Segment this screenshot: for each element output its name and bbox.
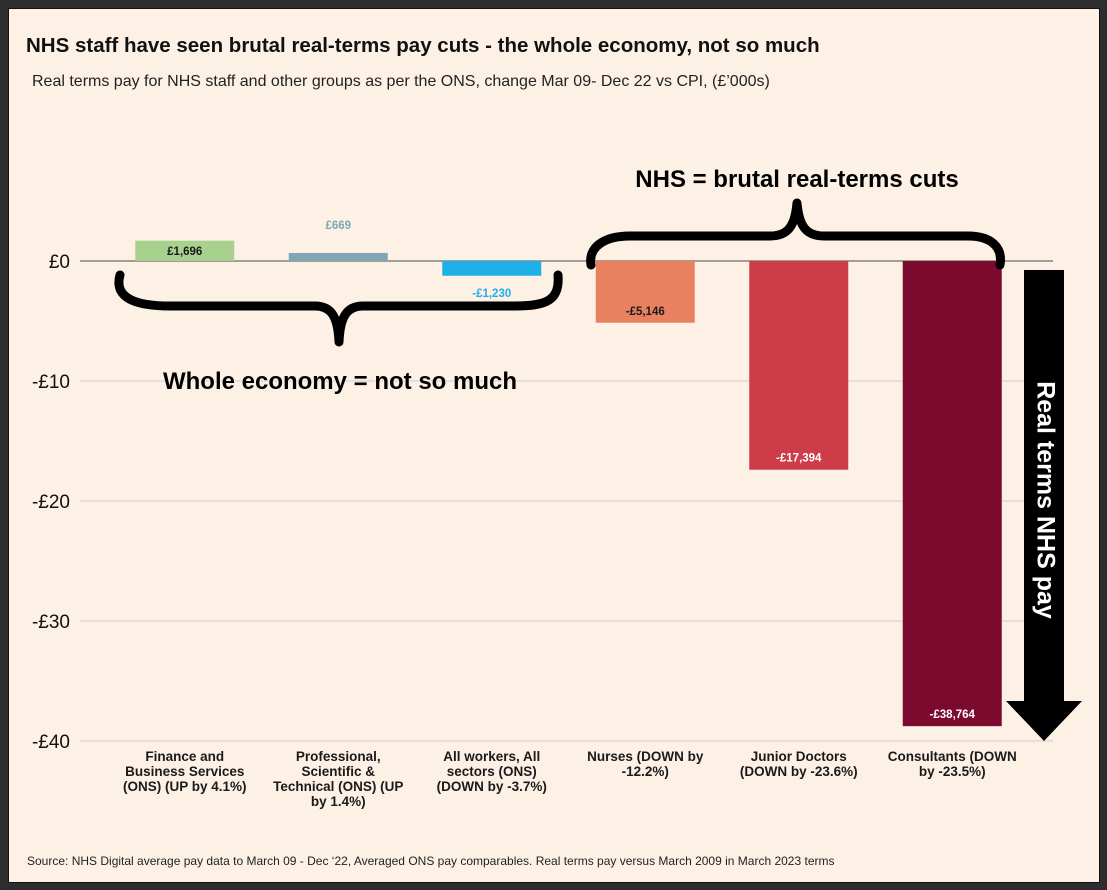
- data-label: -£1,230: [472, 288, 511, 300]
- bar: [288, 252, 388, 261]
- bars: [135, 240, 1002, 727]
- y-tick-label: -£30: [32, 612, 70, 633]
- category-label: All workers, All sectors (ONS) (DOWN by -3…: [437, 749, 547, 794]
- y-tick-label: £0: [49, 252, 70, 273]
- category-label-line: All workers, All: [443, 749, 540, 764]
- category-label: Consultants (DOWN by -23.5%): [888, 749, 1017, 779]
- category-label-line: sectors (ONS): [447, 764, 537, 779]
- bar: [902, 261, 1002, 727]
- category-label: Finance and Business Services (ONS) (UP by…: [123, 749, 247, 794]
- bar: [595, 261, 695, 323]
- data-label: -£5,146: [626, 306, 665, 318]
- y-axis: £0 -£10 -£20 -£30 -£40: [32, 252, 70, 753]
- data-label: £1,696: [167, 246, 202, 258]
- category-label-line: (DOWN by -23.6%): [740, 764, 858, 779]
- arrow-annotation: Real terms NHS pay: [1031, 381, 1059, 619]
- data-label: -£17,394: [776, 453, 822, 465]
- y-tick-label: -£10: [32, 372, 70, 393]
- nhs-annotation: NHS = brutal real-terms cuts: [635, 166, 958, 193]
- y-tick-label: -£20: [32, 492, 70, 513]
- category-label-line: Finance and: [145, 749, 224, 764]
- category-label: Nurses (DOWN by -12.2%): [587, 749, 704, 779]
- category-label-line: Business Services: [125, 764, 244, 779]
- category-label-line: (DOWN by -3.7%): [437, 779, 547, 794]
- category-label-line: Nurses (DOWN by: [587, 749, 704, 764]
- data-label: -£38,764: [930, 709, 976, 721]
- chart-subtitle: Real terms pay for NHS staff and other g…: [32, 73, 770, 90]
- nhs-brace-icon: [586, 198, 1005, 270]
- down-arrow-icon: [1006, 270, 1082, 741]
- category-label-line: Consultants (DOWN: [888, 749, 1017, 764]
- bar: [749, 261, 849, 470]
- economy-annotation: Whole economy = not so much: [163, 368, 517, 395]
- economy-brace-icon: [114, 270, 563, 347]
- category-label-line: -12.2%): [622, 764, 669, 779]
- source-note: Source: NHS Digital average pay data to …: [27, 854, 835, 868]
- y-tick-label: -£40: [32, 732, 70, 753]
- data-label: £669: [325, 220, 351, 232]
- category-label: Professional, Scientific & Technical (ONS)…: [273, 749, 403, 809]
- category-label-line: Junior Doctors: [751, 749, 847, 764]
- category-label-line: Scientific &: [301, 764, 375, 779]
- x-axis: Finance and Business Services (ONS) (UP by…: [123, 749, 1017, 809]
- category-label-line: Professional,: [296, 749, 381, 764]
- data-labels: £1,696 £669 -£1,230 -£5,146 -£17,394 -£38,764: [167, 220, 975, 721]
- bar: [135, 240, 235, 261]
- bar: [442, 261, 542, 276]
- category-label: Junior Doctors (DOWN by -23.6%): [740, 749, 858, 779]
- category-label-line: by 1.4%): [311, 794, 366, 809]
- category-label-line: Technical (ONS) (UP: [273, 779, 403, 794]
- category-label-line: (ONS) (UP by 4.1%): [123, 779, 247, 794]
- gridlines: [80, 260, 1053, 742]
- chart-title: NHS staff have seen brutal real-terms pa…: [26, 34, 820, 57]
- category-label-line: by -23.5%): [919, 764, 986, 779]
